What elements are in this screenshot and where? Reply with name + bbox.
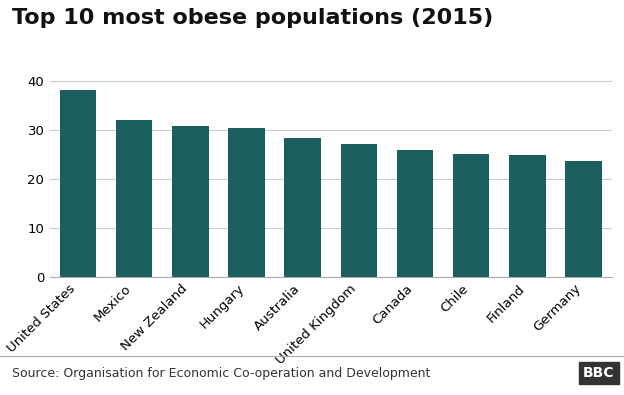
Bar	[341, 145, 377, 276]
Bar	[60, 90, 96, 276]
Text: BBC: BBC	[583, 366, 615, 380]
Bar	[565, 161, 602, 276]
Bar	[285, 138, 321, 276]
Bar	[453, 154, 489, 276]
Bar	[116, 120, 152, 276]
Bar	[172, 126, 208, 276]
Bar	[397, 150, 433, 276]
Text: Source: Organisation for Economic Co-operation and Development: Source: Organisation for Economic Co-ope…	[12, 367, 431, 380]
Bar	[228, 128, 265, 276]
Bar	[509, 155, 545, 276]
Text: Top 10 most obese populations (2015): Top 10 most obese populations (2015)	[12, 8, 494, 28]
